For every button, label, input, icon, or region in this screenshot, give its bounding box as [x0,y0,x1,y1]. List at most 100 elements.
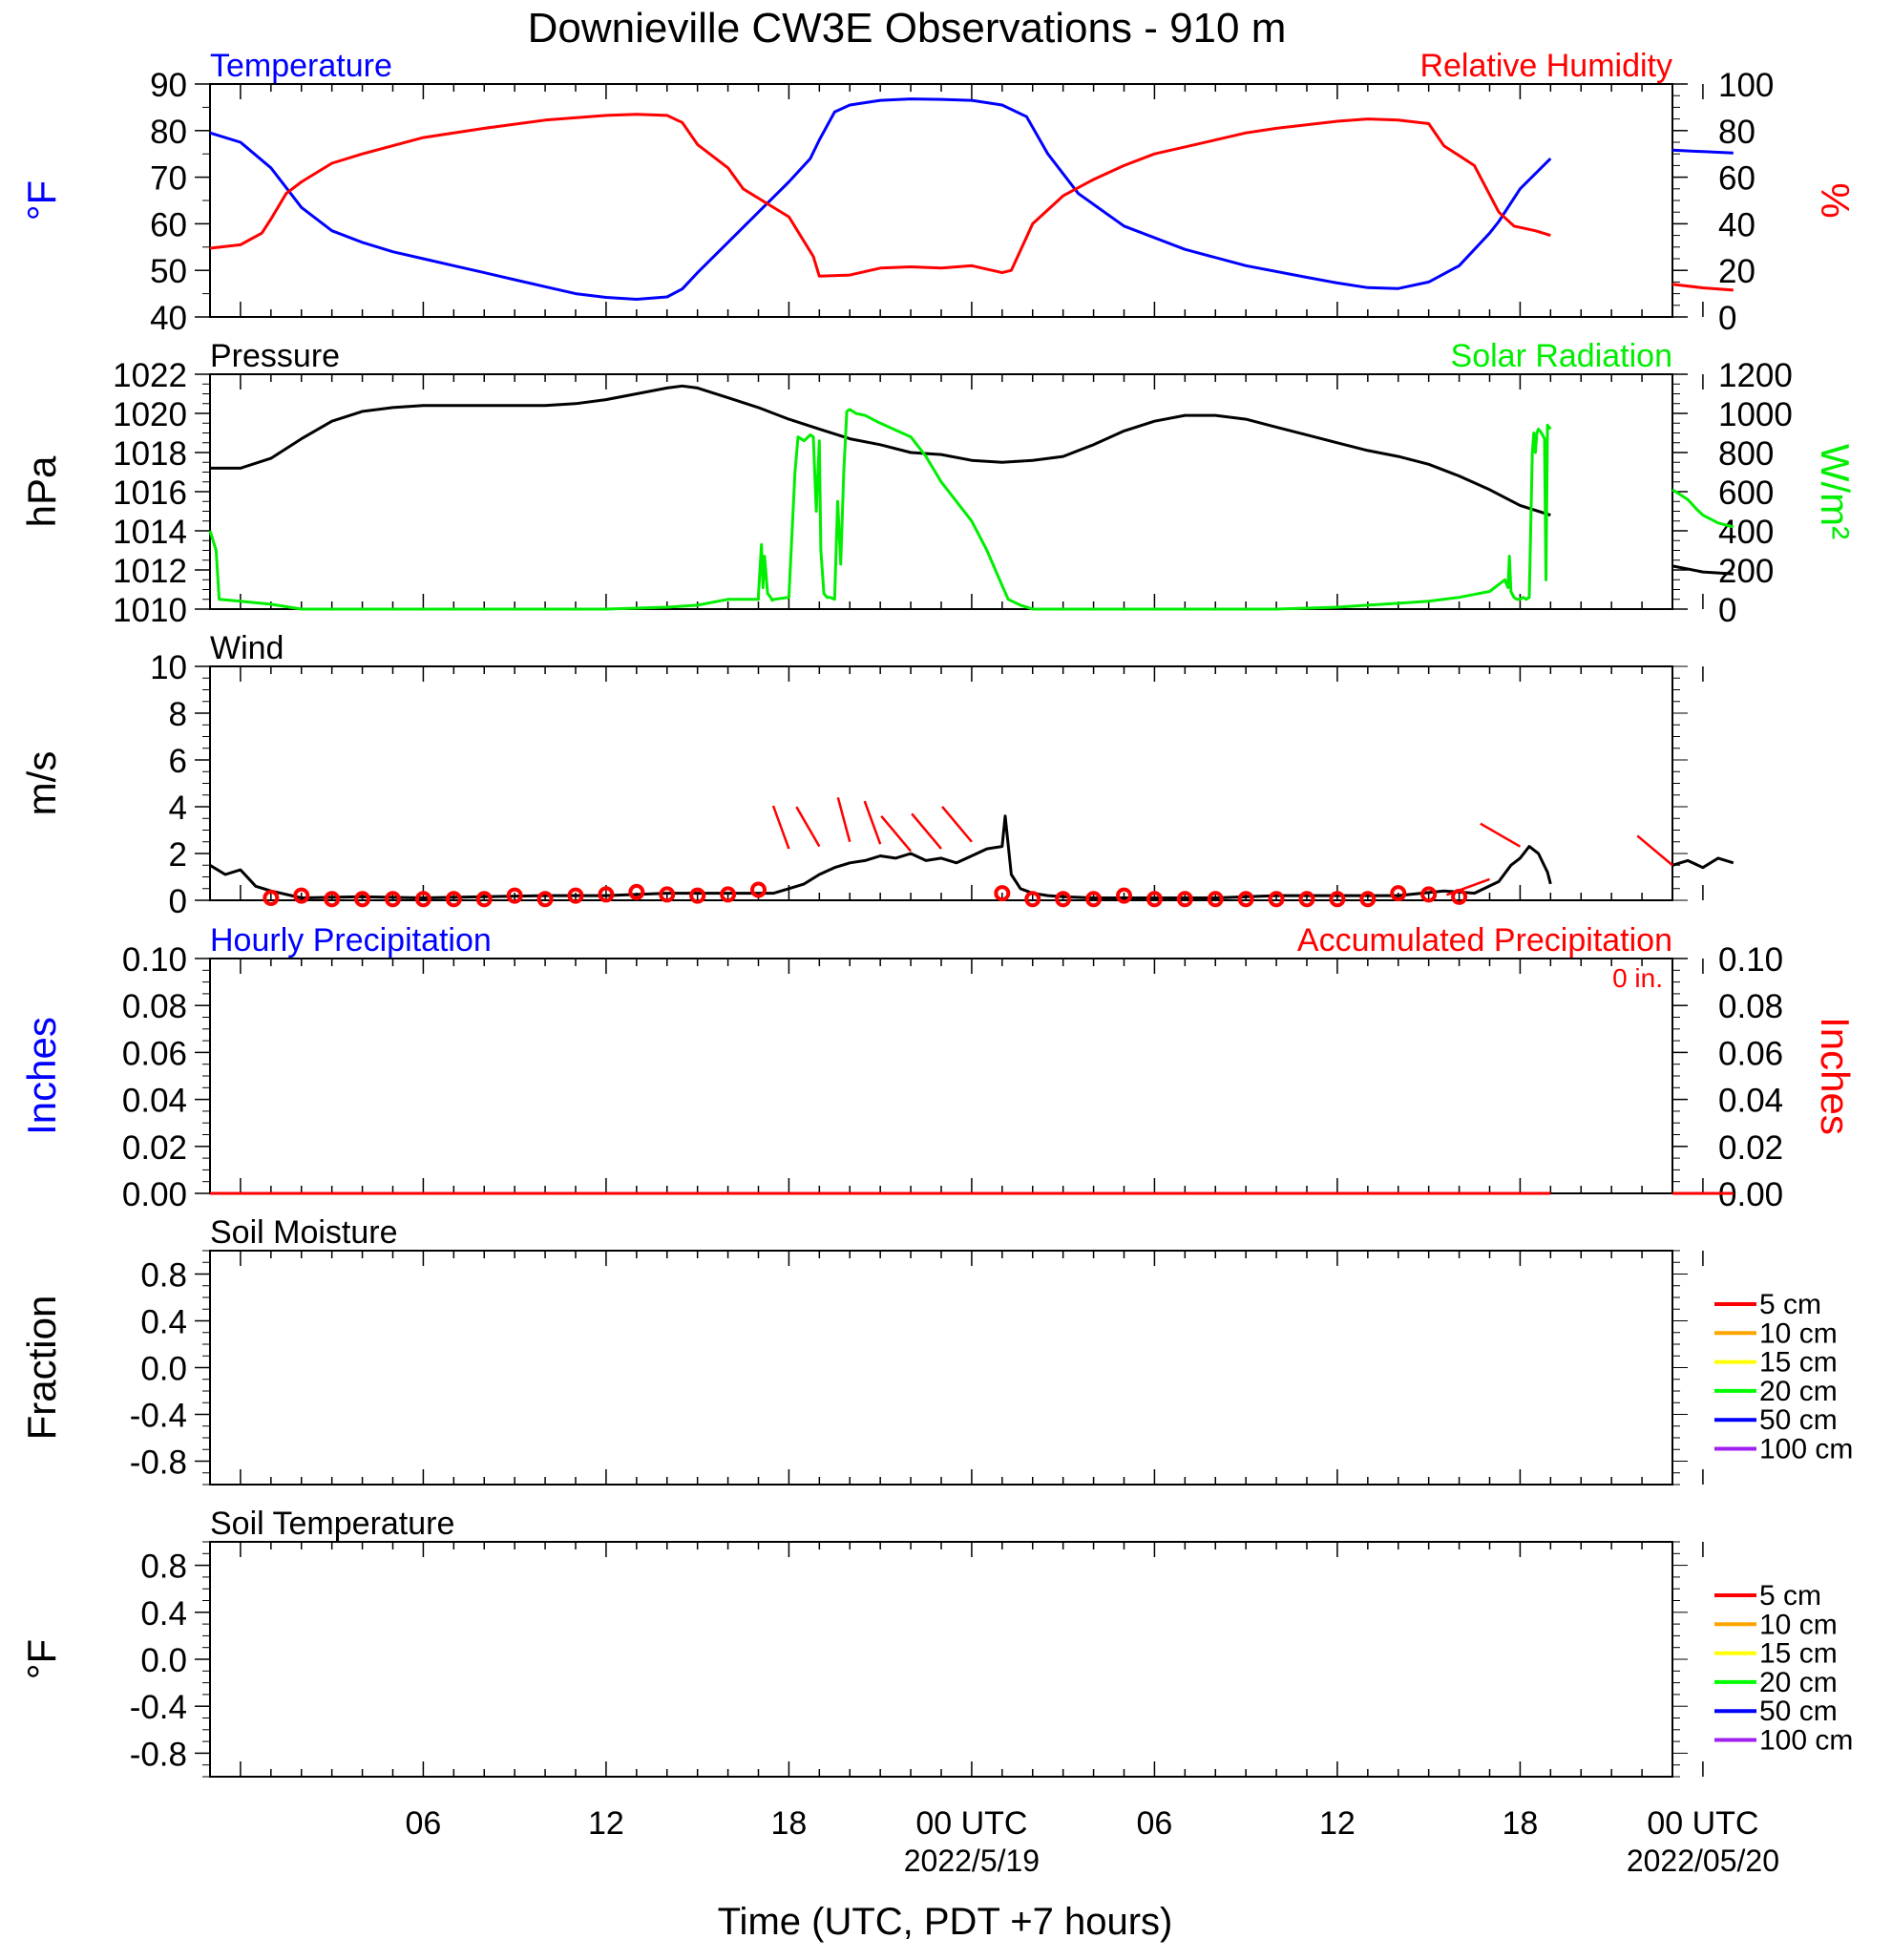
wind-calm-marker [1329,891,1346,908]
panel-title: Pressure [210,338,340,374]
y-tick-label: -0.8 [130,1444,187,1482]
y2-tick-label: 20 [1718,253,1755,290]
panel-frame [209,958,1673,1194]
y-axis-unit: Fraction [19,1296,64,1441]
y-tick-label: 2 [169,836,187,874]
y-tick-label: 6 [169,743,187,780]
accumulated-total: 0 in. [1612,963,1663,993]
wind-calm-marker [414,891,431,908]
panel-title: Hourly Precipitation [210,922,492,959]
y2-tick-label: 0.04 [1718,1083,1783,1120]
y-tick-label: -0.8 [130,1736,187,1773]
y-tick-label: 10 [150,649,187,686]
wind-calm-marker [1207,891,1224,908]
wind-calm-marker [1298,891,1315,908]
x-tick-date: 2022/5/19 [904,1844,1040,1878]
y-tick-label: 1012 [113,553,187,590]
wind-calm-marker [659,886,676,903]
panel-title: Soil Temperature [210,1506,454,1542]
y-tick-label: 1010 [113,592,187,629]
wind-barb [771,805,790,850]
series-solar-radiation-line [1671,488,1734,529]
y-tick-label: 8 [169,696,187,733]
legend-label: 100 cm [1759,1725,1853,1757]
legend-label: 5 cm [1759,1289,1821,1320]
y-tick-label: 60 [150,206,187,243]
y2-tick-label: 40 [1718,206,1755,243]
wind-calm-marker [475,891,493,908]
y-tick-label: 0.06 [122,1035,187,1072]
y-tick-label: 1018 [113,435,187,473]
wind-calm-marker [445,891,462,908]
panel-right-title: Relative Humidity [1419,48,1672,84]
panel-temp_rh: 40 50 60 70 80 90 0 20 40 60 80 100 Temperature Relat… [19,48,1858,337]
y2-tick-label: 0.02 [1718,1129,1783,1167]
y-tick-label: 80 [150,114,187,151]
wind-calm-marker [1116,887,1132,904]
wind-calm-marker [506,887,523,904]
wind-calm-marker [598,886,615,903]
panel-wind: 0 2 4 6 8 10 Wind m/s [19,630,1734,920]
y-tick-label: 0.04 [122,1083,187,1120]
wind-calm-marker [536,891,554,908]
wind-barb [1636,834,1673,867]
wind-calm-marker [628,883,645,900]
y2-tick-label: 0.06 [1718,1035,1783,1072]
legend-label: 10 cm [1759,1609,1838,1640]
y2-tick-label: 100 [1718,67,1774,104]
y2-axis-unit: W/m² [1813,444,1858,539]
series-pressure-line [210,384,1551,517]
wind-calm-marker [1359,891,1377,908]
panel-title: Wind [210,630,284,666]
y2-tick-label: 60 [1718,160,1755,198]
wind-calm-marker [354,891,371,908]
y-tick-label: 0.0 [140,1351,187,1388]
y-tick-label: 0.4 [140,1595,187,1633]
wind-barb [863,800,882,845]
panel-frame [209,1250,1673,1486]
panel-title: Soil Moisture [210,1214,398,1251]
y-tick-label: -0.4 [130,1398,187,1435]
y-tick-label: 0.4 [140,1304,187,1341]
y2-tick-label: 0 [1718,300,1736,337]
panel-frame [209,83,1673,318]
wind-calm-marker [1055,891,1072,908]
y2-tick-label: 1000 [1718,396,1793,433]
series-relative-humidity-line [209,113,1551,278]
x-tick-label: 00 UTC [915,1805,1027,1842]
x-axis-label: Time (UTC, PDT +7 hours) [718,1901,1173,1943]
y-tick-label: 1014 [113,514,187,551]
wind-calm-marker [1268,891,1285,908]
wind-barb [911,812,942,850]
wind-barb [880,814,913,853]
y-tick-label: -0.4 [130,1689,187,1726]
wind-calm-marker [720,886,737,903]
wind-calm-marker [1085,891,1103,908]
y2-tick-label: 600 [1718,474,1774,512]
x-tick-label: 18 [771,1805,808,1842]
legend-label: 50 cm [1759,1404,1838,1436]
y2-tick-label: 800 [1718,435,1774,473]
series-temperature-line [1671,148,1734,155]
y2-tick-label: 0 [1718,592,1736,629]
panel-frame [209,1541,1673,1778]
panel-right-title: Accumulated Precipitation [1297,922,1672,959]
wind-calm-marker [1420,886,1438,903]
panel-frame [209,665,1673,901]
wind-barb [795,806,821,848]
x-tick-label: 12 [1319,1805,1356,1842]
y-tick-label: 1020 [113,396,187,433]
y-tick-label: 0.8 [140,1257,187,1295]
y-tick-label: 1016 [113,474,187,512]
wind-calm-marker [1176,891,1193,908]
wind-barb [1445,877,1490,896]
legend-label: 20 cm [1759,1376,1838,1407]
y-tick-label: 40 [150,300,187,337]
y-tick-label: 0 [169,883,187,920]
series-relative-humidity-line [1671,283,1734,292]
series-solar-radiation-line [208,408,1552,611]
